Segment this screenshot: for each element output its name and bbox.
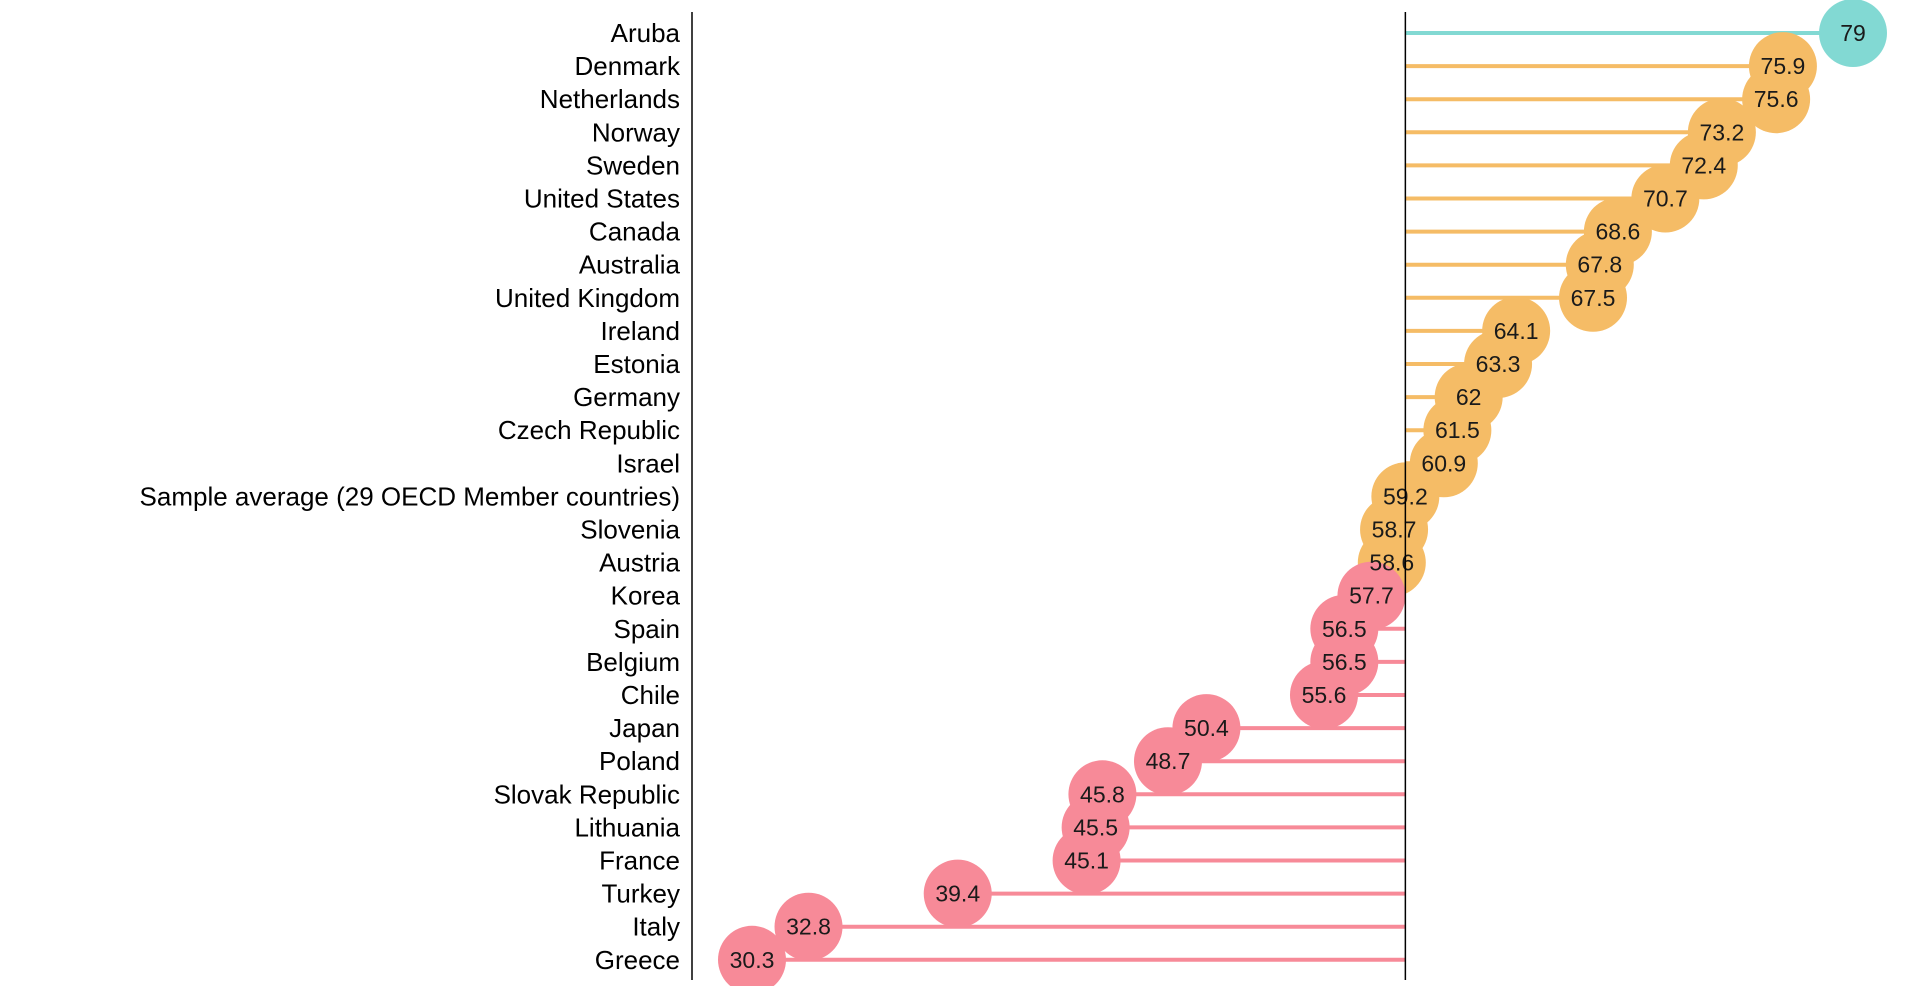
value-label: 45.5 [1073,814,1118,840]
data-point [1133,727,1202,796]
value-label: 73.2 [1699,119,1744,145]
category-label: Ireland [601,316,681,346]
category-label: Estonia [593,349,680,379]
value-label: 56.5 [1322,649,1367,675]
data-point [923,859,992,928]
category-label: Australia [579,250,681,280]
value-label: 50.4 [1184,715,1229,741]
category-label: Japan [609,713,680,743]
category-label: Lithuania [574,812,680,842]
value-label: 30.3 [730,947,775,973]
value-label: 70.7 [1643,186,1688,212]
value-label: 67.8 [1577,252,1622,278]
category-label: France [599,846,680,876]
value-label: 68.6 [1595,219,1640,245]
data-point [1819,0,1887,67]
data-point [1742,65,1811,134]
value-label: 64.1 [1494,318,1539,344]
category-label: Korea [611,581,681,611]
value-label: 58.6 [1369,550,1414,576]
value-label: 48.7 [1146,748,1191,774]
value-label: 45.1 [1064,848,1109,874]
value-label: 79 [1840,20,1866,46]
data-point [1052,826,1121,895]
value-label: 75.9 [1761,53,1806,79]
value-label: 57.7 [1349,583,1394,609]
category-label: Norway [592,117,680,147]
category-label: Turkey [602,879,681,909]
value-label: 62 [1456,384,1482,410]
value-label: 56.5 [1322,616,1367,642]
category-label: Germany [573,382,680,412]
value-label: 75.6 [1754,86,1799,112]
category-label: Denmark [575,51,681,81]
category-label: United Kingdom [495,283,680,313]
data-point [1631,164,1700,233]
value-labels-group: 79 75.9 75.6 73.2 72.4 70.768.6 67.8 67.5 64.1 63… [730,20,1866,973]
value-label: 39.4 [935,881,980,907]
category-label: Slovak Republic [494,779,680,809]
category-label: Poland [599,746,680,776]
value-label: 61.5 [1435,417,1480,443]
data-point [1289,661,1358,729]
category-label: Austria [599,548,680,578]
category-label: Chile [621,680,680,710]
value-label: 72.4 [1681,152,1726,178]
category-label: Greece [595,945,680,975]
category-label: Spain [614,614,681,644]
points-group [718,0,1887,986]
category-label: Italy [632,912,680,942]
category-label: Slovenia [580,515,680,545]
category-label: Canada [589,217,681,247]
data-point [774,892,843,961]
category-label: United States [524,184,680,214]
value-label: 58.7 [1372,517,1417,543]
value-label: 32.8 [786,914,831,940]
category-label: Israel [616,448,680,478]
value-label: 63.3 [1476,351,1521,377]
category-label: Czech Republic [498,415,680,445]
category-label: Belgium [586,647,680,677]
data-point [1559,263,1628,332]
value-label: 60.9 [1421,450,1466,476]
category-label: Sweden [586,150,680,180]
category-label: Aruba [611,18,681,48]
category-label: Sample average (29 OECD Member countries… [140,481,680,511]
value-label: 67.5 [1571,285,1616,311]
data-point [718,925,786,986]
value-label: 55.6 [1302,682,1347,708]
value-label: 45.8 [1080,781,1125,807]
category-label: Netherlands [540,84,680,114]
